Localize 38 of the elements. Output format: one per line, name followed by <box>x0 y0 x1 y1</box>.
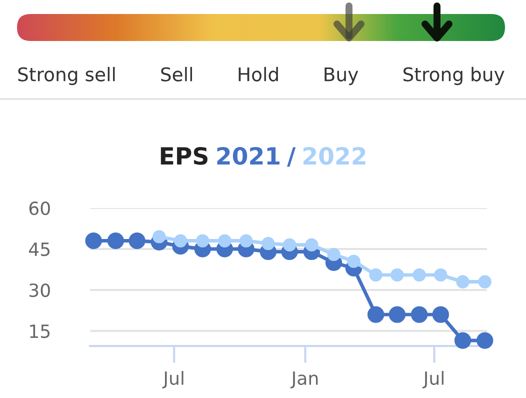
point <box>239 234 253 248</box>
point <box>107 232 124 250</box>
chart-title: EPS 2021 / 2022 <box>160 146 366 167</box>
category-label: Sell <box>161 66 192 82</box>
y-tick-label: 30 <box>30 283 50 298</box>
point <box>390 268 404 282</box>
point <box>218 234 232 248</box>
x-tick-label: Jul <box>162 371 184 388</box>
category-label: Buy <box>324 68 358 86</box>
point <box>347 254 360 268</box>
y-tick-label: 60 <box>29 201 50 216</box>
y-tick-label: 15 <box>30 324 50 338</box>
point <box>327 248 340 262</box>
point <box>478 275 492 288</box>
point <box>262 236 275 250</box>
point <box>432 306 450 323</box>
point <box>128 232 146 250</box>
x-tick-label: Jan <box>290 372 318 388</box>
point <box>388 306 406 323</box>
point <box>456 275 470 288</box>
x-tick-label: Jul <box>422 371 444 388</box>
point <box>369 268 382 282</box>
point <box>434 268 448 282</box>
point <box>282 238 296 252</box>
point <box>305 238 318 252</box>
category-label: Hold <box>238 66 278 82</box>
point <box>174 234 188 248</box>
point <box>454 332 472 349</box>
point <box>476 332 494 349</box>
point <box>85 232 102 250</box>
point <box>196 234 210 248</box>
point <box>412 268 426 282</box>
category-label: Strong buy <box>403 66 504 86</box>
point <box>152 230 166 244</box>
point <box>367 306 384 323</box>
category-label: Strong sell <box>18 66 115 86</box>
y-tick-label: 45 <box>29 242 50 256</box>
point <box>410 306 428 323</box>
